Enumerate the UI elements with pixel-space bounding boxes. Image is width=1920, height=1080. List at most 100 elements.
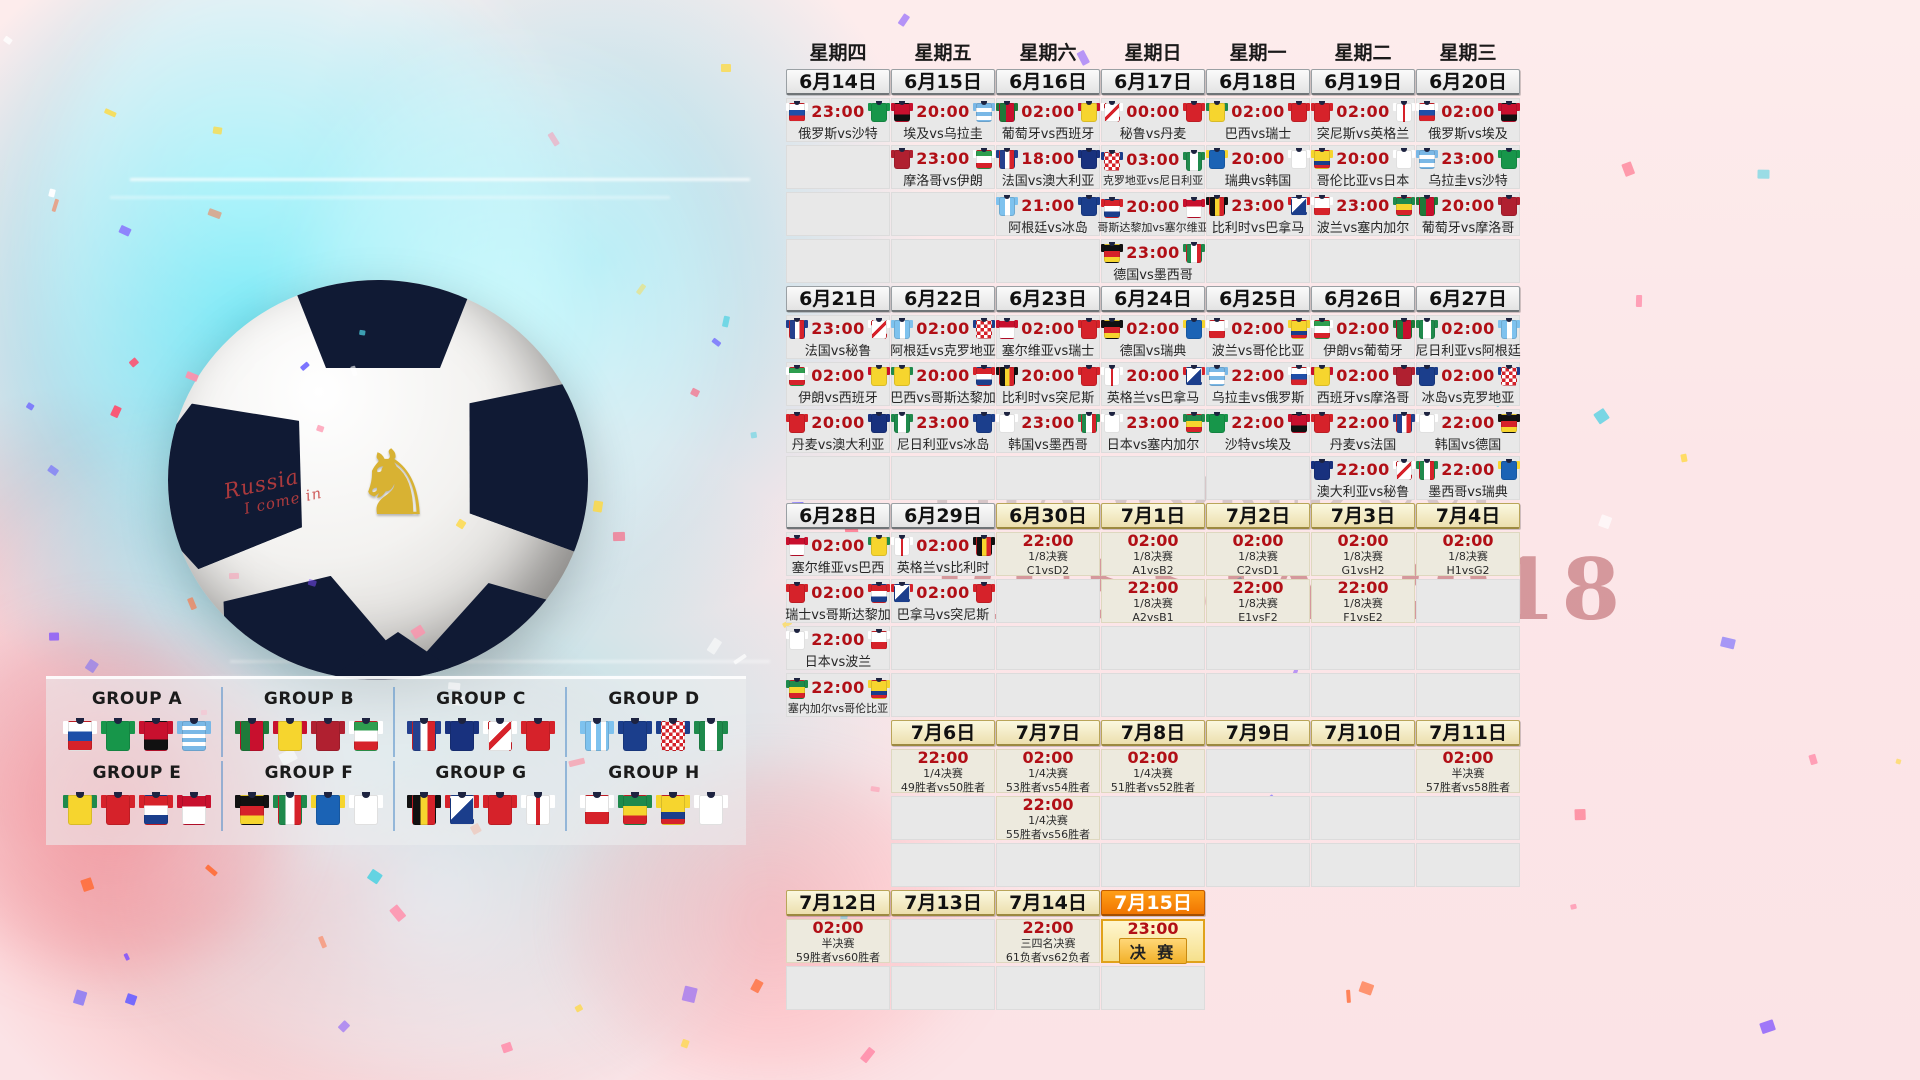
match-cell[interactable]: 03:00 克罗地亚vs尼日利亚 xyxy=(1101,145,1205,189)
knockout-match-cell[interactable]: 22:00 1/8决赛 F1vsE2 xyxy=(1311,578,1415,624)
match-cell[interactable]: 18:00 法国vs澳大利亚 xyxy=(996,145,1100,189)
date-chip[interactable]: 6月19日 xyxy=(1311,69,1415,95)
date-chip[interactable]: 6月30日 xyxy=(996,503,1100,529)
knockout-match-cell[interactable]: 02:00 1/4决赛 53胜者vs54胜者 xyxy=(996,748,1100,794)
match-cell[interactable]: 02:00 塞尔维亚vs瑞士 xyxy=(996,315,1100,359)
knockout-match-cell[interactable]: 22:00 1/4决赛 55胜者vs56胜者 xyxy=(996,795,1100,841)
date-chip[interactable]: 6月18日 xyxy=(1206,69,1310,95)
match-cell[interactable]: 23:00 俄罗斯vs沙特 xyxy=(786,98,890,142)
final-match-cell[interactable]: 23:00 决 赛 xyxy=(1101,919,1205,964)
match-cell[interactable]: 20:00 埃及vs乌拉圭 xyxy=(891,98,995,142)
match-cell[interactable]: 02:00 瑞士vs哥斯达黎加 xyxy=(785,579,891,623)
date-chip[interactable]: 7月2日 xyxy=(1206,503,1310,529)
match-cell[interactable]: 20:00 哥斯达黎加vs塞尔维亚 xyxy=(1097,192,1209,236)
date-chip[interactable]: 7月11日 xyxy=(1416,720,1520,746)
date-chip[interactable]: 6月29日 xyxy=(891,503,995,529)
match-cell[interactable]: 02:00 葡萄牙vs西班牙 xyxy=(996,98,1100,142)
knockout-match-cell[interactable]: 22:00 1/8决赛 C1vsD2 xyxy=(996,531,1100,577)
date-chip[interactable]: 6月17日 xyxy=(1101,69,1205,95)
date-chip[interactable]: 7月7日 xyxy=(996,720,1100,746)
match-cell[interactable]: 02:00 尼日利亚vs阿根廷 xyxy=(1415,315,1521,359)
date-chip[interactable]: 7月8日 xyxy=(1101,720,1205,746)
match-cell[interactable]: 22:00 日本vs波兰 xyxy=(786,626,890,670)
date-chip[interactable]: 7月1日 xyxy=(1101,503,1205,529)
match-cell[interactable]: 02:00 阿根廷vs克罗地亚 xyxy=(890,315,996,359)
match-cell[interactable]: 22:00 塞内加尔vs哥伦比亚 xyxy=(786,673,890,717)
match-cell[interactable]: 02:00 巴拿马vs突尼斯 xyxy=(891,579,995,623)
match-cell[interactable]: 02:00 伊朗vs西班牙 xyxy=(786,362,890,406)
match-cell[interactable]: 20:00 瑞典vs韩国 xyxy=(1206,145,1310,189)
match-cell[interactable]: 02:00 德国vs瑞典 xyxy=(1101,315,1205,359)
knockout-match-cell[interactable]: 22:00 1/4决赛 49胜者vs50胜者 xyxy=(891,748,995,794)
date-chip[interactable]: 7月10日 xyxy=(1311,720,1415,746)
match-cell[interactable]: 22:00 澳大利亚vs秘鲁 xyxy=(1311,456,1415,500)
match-cell[interactable]: 02:00 巴西vs瑞士 xyxy=(1206,98,1310,142)
date-chip[interactable]: 6月16日 xyxy=(996,69,1100,95)
match-cell[interactable]: 23:00 韩国vs墨西哥 xyxy=(996,409,1100,453)
date-chip[interactable]: 6月20日 xyxy=(1416,69,1520,95)
group-box-group-g[interactable]: GROUP G xyxy=(397,761,567,831)
match-cell[interactable]: 21:00 阿根廷vs冰岛 xyxy=(996,192,1100,236)
match-cell[interactable]: 20:00 巴西vs哥斯达黎加 xyxy=(890,362,996,406)
group-box-group-c[interactable]: GROUP C xyxy=(397,687,567,757)
match-cell[interactable]: 02:00 英格兰vs比利时 xyxy=(891,532,995,576)
knockout-match-cell[interactable]: 02:00 1/8决赛 C2vsD1 xyxy=(1206,531,1310,577)
knockout-match-cell[interactable]: 02:00 1/8决赛 A1vsB2 xyxy=(1101,531,1205,577)
knockout-match-cell[interactable]: 22:00 1/8决赛 E1vsF2 xyxy=(1206,578,1310,624)
match-cell[interactable]: 02:00 西班牙vs摩洛哥 xyxy=(1311,362,1415,406)
match-cell[interactable]: 02:00 伊朗vs葡萄牙 xyxy=(1311,315,1415,359)
group-box-group-a[interactable]: GROUP A xyxy=(53,687,223,757)
date-chip[interactable]: 7月13日 xyxy=(891,890,995,916)
date-chip[interactable]: 7月4日 xyxy=(1416,503,1520,529)
match-cell[interactable]: 23:00 日本vs塞内加尔 xyxy=(1101,409,1205,453)
group-box-group-f[interactable]: GROUP F xyxy=(225,761,395,831)
match-cell[interactable]: 00:00 秘鲁vs丹麦 xyxy=(1101,98,1205,142)
date-chip[interactable]: 7月15日 xyxy=(1101,890,1205,916)
match-cell[interactable]: 02:00 俄罗斯vs埃及 xyxy=(1416,98,1520,142)
date-chip[interactable]: 7月12日 xyxy=(786,890,890,916)
date-chip[interactable]: 7月14日 xyxy=(996,890,1100,916)
match-cell[interactable]: 02:00 冰岛vs克罗地亚 xyxy=(1416,362,1520,406)
date-chip[interactable]: 6月27日 xyxy=(1416,286,1520,312)
knockout-match-cell[interactable]: 02:00 半决赛 59胜者vs60胜者 xyxy=(786,918,890,964)
date-chip[interactable]: 6月28日 xyxy=(786,503,890,529)
date-chip[interactable]: 6月22日 xyxy=(891,286,995,312)
group-box-group-d[interactable]: GROUP D xyxy=(569,687,739,757)
knockout-match-cell[interactable]: 02:00 1/8决赛 G1vsH2 xyxy=(1311,531,1415,577)
match-cell[interactable]: 20:00 比利时vs突尼斯 xyxy=(996,362,1100,406)
match-cell[interactable]: 22:00 韩国vs德国 xyxy=(1416,409,1520,453)
date-chip[interactable]: 7月3日 xyxy=(1311,503,1415,529)
date-chip[interactable]: 7月6日 xyxy=(891,720,995,746)
date-chip[interactable]: 7月9日 xyxy=(1206,720,1310,746)
match-cell[interactable]: 23:00 法国vs秘鲁 xyxy=(786,315,890,359)
knockout-match-cell[interactable]: 22:00 三四名决赛 61负者vs62负者 xyxy=(996,918,1100,964)
match-cell[interactable]: 02:00 突尼斯vs英格兰 xyxy=(1311,98,1415,142)
group-box-group-e[interactable]: GROUP E xyxy=(53,761,223,831)
match-cell[interactable]: 22:00 墨西哥vs瑞典 xyxy=(1416,456,1520,500)
group-box-group-h[interactable]: GROUP H xyxy=(569,761,739,831)
match-cell[interactable]: 20:00 哥伦比亚vs日本 xyxy=(1311,145,1415,189)
knockout-match-cell[interactable]: 22:00 1/8决赛 A2vsB1 xyxy=(1101,578,1205,624)
date-chip[interactable]: 6月15日 xyxy=(891,69,995,95)
group-box-group-b[interactable]: GROUP B xyxy=(225,687,395,757)
match-cell[interactable]: 23:00 德国vs墨西哥 xyxy=(1101,239,1205,283)
date-chip[interactable]: 6月21日 xyxy=(786,286,890,312)
match-cell[interactable]: 20:00 英格兰vs巴拿马 xyxy=(1101,362,1205,406)
date-chip[interactable]: 6月25日 xyxy=(1206,286,1310,312)
match-cell[interactable]: 23:00 波兰vs塞内加尔 xyxy=(1311,192,1415,236)
match-cell[interactable]: 23:00 摩洛哥vs伊朗 xyxy=(891,145,995,189)
match-cell[interactable]: 20:00 葡萄牙vs摩洛哥 xyxy=(1416,192,1520,236)
match-cell[interactable]: 22:00 沙特vs埃及 xyxy=(1206,409,1310,453)
match-cell[interactable]: 20:00 丹麦vs澳大利亚 xyxy=(786,409,890,453)
date-chip[interactable]: 6月14日 xyxy=(786,69,890,95)
match-cell[interactable]: 23:00 乌拉圭vs沙特 xyxy=(1416,145,1520,189)
knockout-match-cell[interactable]: 02:00 半决赛 57胜者vs58胜者 xyxy=(1416,748,1520,794)
date-chip[interactable]: 6月23日 xyxy=(996,286,1100,312)
date-chip[interactable]: 6月24日 xyxy=(1101,286,1205,312)
knockout-match-cell[interactable]: 02:00 1/4决赛 51胜者vs52胜者 xyxy=(1101,748,1205,794)
match-cell[interactable]: 22:00 乌拉圭vs俄罗斯 xyxy=(1206,362,1310,406)
match-cell[interactable]: 23:00 比利时vs巴拿马 xyxy=(1206,192,1310,236)
knockout-match-cell[interactable]: 02:00 1/8决赛 H1vsG2 xyxy=(1416,531,1520,577)
match-cell[interactable]: 23:00 尼日利亚vs冰岛 xyxy=(891,409,995,453)
match-cell[interactable]: 02:00 波兰vs哥伦比亚 xyxy=(1206,315,1310,359)
